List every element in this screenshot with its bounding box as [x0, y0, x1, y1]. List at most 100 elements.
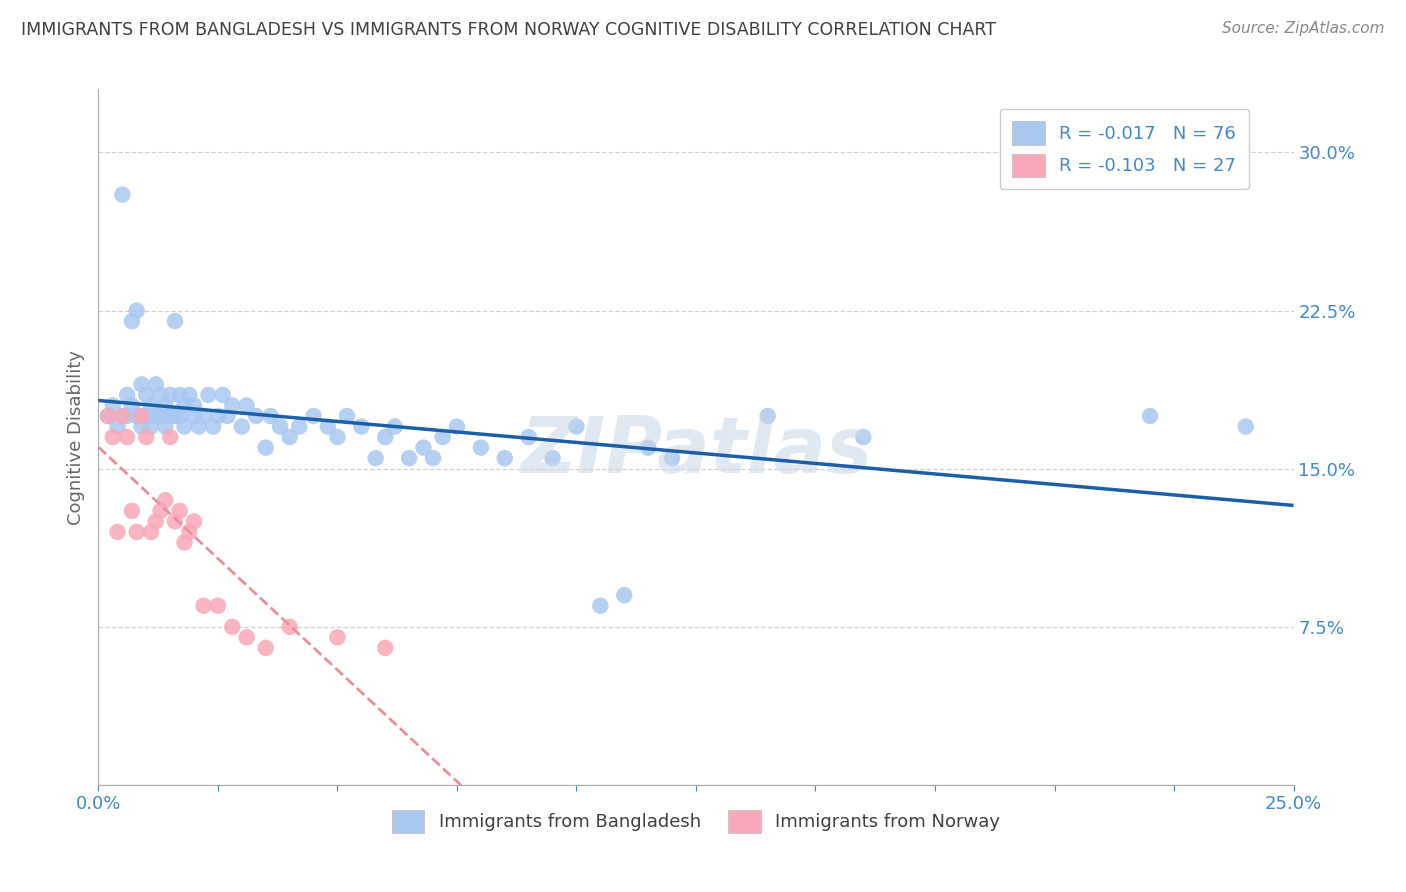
- Text: ZIPatlas: ZIPatlas: [520, 413, 872, 489]
- Point: [111, 187, 134, 202]
- Point: [187, 419, 209, 434]
- Point: [398, 451, 420, 466]
- Point: [183, 515, 205, 529]
- Point: [107, 419, 129, 434]
- Point: [217, 409, 239, 423]
- Point: [121, 314, 143, 328]
- Point: [259, 409, 281, 423]
- Point: [197, 388, 219, 402]
- Point: [494, 451, 516, 466]
- Point: [193, 409, 215, 423]
- Point: [183, 399, 205, 413]
- Point: [661, 451, 683, 466]
- Point: [288, 419, 311, 434]
- Point: [756, 409, 779, 423]
- Point: [163, 409, 186, 423]
- Point: [169, 409, 191, 423]
- Point: [131, 419, 153, 434]
- Point: [565, 419, 588, 434]
- Point: [101, 430, 124, 444]
- Point: [231, 419, 253, 434]
- Point: [173, 535, 195, 549]
- Point: [589, 599, 612, 613]
- Point: [97, 409, 120, 423]
- Point: [155, 399, 177, 413]
- Point: [179, 524, 201, 539]
- Y-axis label: Cognitive Disability: Cognitive Disability: [66, 350, 84, 524]
- Point: [169, 388, 191, 402]
- Point: [111, 409, 134, 423]
- Point: [155, 493, 177, 508]
- Point: [149, 504, 172, 518]
- Point: [121, 504, 143, 518]
- Point: [207, 599, 229, 613]
- Text: IMMIGRANTS FROM BANGLADESH VS IMMIGRANTS FROM NORWAY COGNITIVE DISABILITY CORREL: IMMIGRANTS FROM BANGLADESH VS IMMIGRANTS…: [21, 21, 995, 38]
- Point: [149, 409, 172, 423]
- Point: [107, 524, 129, 539]
- Point: [155, 419, 177, 434]
- Point: [159, 409, 181, 423]
- Point: [145, 409, 167, 423]
- Point: [193, 599, 215, 613]
- Point: [422, 451, 444, 466]
- Point: [637, 441, 659, 455]
- Point: [173, 399, 195, 413]
- Point: [202, 419, 225, 434]
- Point: [207, 409, 229, 423]
- Point: [254, 441, 277, 455]
- Point: [278, 620, 301, 634]
- Point: [145, 377, 167, 392]
- Point: [211, 388, 233, 402]
- Point: [541, 451, 564, 466]
- Point: [125, 524, 148, 539]
- Point: [364, 451, 387, 466]
- Point: [139, 399, 162, 413]
- Point: [1234, 419, 1257, 434]
- Text: Source: ZipAtlas.com: Source: ZipAtlas.com: [1222, 21, 1385, 36]
- Point: [135, 430, 157, 444]
- Point: [139, 419, 162, 434]
- Point: [254, 640, 277, 655]
- Point: [350, 419, 373, 434]
- Point: [269, 419, 291, 434]
- Point: [163, 314, 186, 328]
- Point: [432, 430, 454, 444]
- Point: [115, 409, 138, 423]
- Point: [613, 588, 636, 602]
- Point: [115, 388, 138, 402]
- Point: [374, 640, 396, 655]
- Point: [1139, 409, 1161, 423]
- Point: [517, 430, 540, 444]
- Point: [125, 409, 148, 423]
- Point: [125, 303, 148, 318]
- Point: [121, 399, 143, 413]
- Point: [159, 388, 181, 402]
- Point: [145, 515, 167, 529]
- Point: [316, 419, 339, 434]
- Point: [384, 419, 406, 434]
- Point: [131, 409, 153, 423]
- Point: [852, 430, 875, 444]
- Point: [111, 409, 134, 423]
- Point: [302, 409, 325, 423]
- Point: [326, 430, 349, 444]
- Point: [235, 631, 257, 645]
- Point: [115, 430, 138, 444]
- Point: [245, 409, 267, 423]
- Point: [336, 409, 359, 423]
- Point: [97, 409, 120, 423]
- Point: [131, 377, 153, 392]
- Point: [470, 441, 492, 455]
- Legend: Immigrants from Bangladesh, Immigrants from Norway: Immigrants from Bangladesh, Immigrants f…: [380, 797, 1012, 846]
- Point: [135, 388, 157, 402]
- Point: [135, 409, 157, 423]
- Point: [374, 430, 396, 444]
- Point: [412, 441, 434, 455]
- Point: [173, 419, 195, 434]
- Point: [163, 515, 186, 529]
- Point: [139, 524, 162, 539]
- Point: [179, 388, 201, 402]
- Point: [221, 399, 243, 413]
- Point: [101, 399, 124, 413]
- Point: [446, 419, 468, 434]
